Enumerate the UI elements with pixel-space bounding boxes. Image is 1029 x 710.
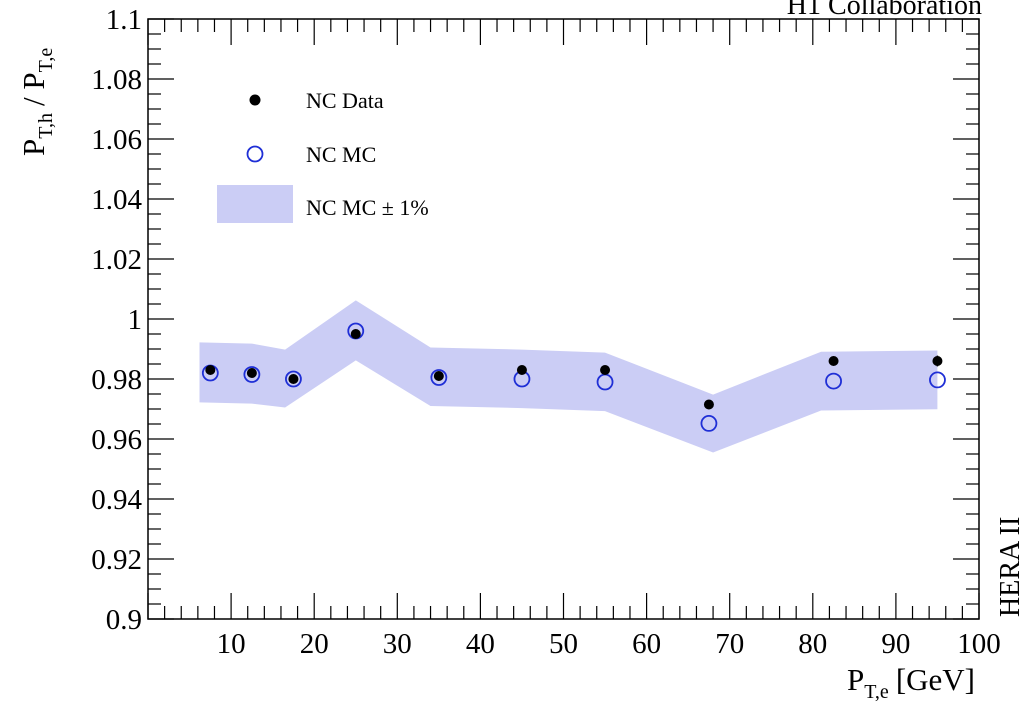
mc-point — [430, 369, 448, 386]
y-tick-label: 0.96 — [91, 424, 142, 456]
tick-layer — [147, 18, 980, 620]
legend-mc-label: NC MC — [306, 142, 376, 167]
x-tick-label: 80 — [798, 628, 827, 660]
y-tick-label: 1.08 — [91, 64, 142, 96]
x-tick-label: 100 — [957, 628, 1001, 660]
collaboration-label: H1 Collaboration — [787, 0, 982, 21]
data-point — [246, 368, 257, 378]
x-axis-title-main: P — [847, 662, 864, 697]
y-tick-label: 1 — [128, 304, 143, 336]
mc-point — [825, 372, 842, 390]
label-layer: 10 20 30 40 50 60 70 80 90 100 0.9 0.92 0.94 0.96 0.98… — [91, 4, 1001, 660]
mc-point — [285, 370, 302, 388]
x-tick-label: 90 — [881, 628, 910, 660]
x-tick-label: 10 — [217, 628, 246, 660]
legend-mc-marker — [246, 145, 264, 163]
legend-band-label: NC MC ± 1% — [306, 195, 429, 220]
data-point — [433, 371, 444, 381]
x-axis-title: PT,e [GeV] — [847, 662, 975, 703]
y-tick-label: 1.06 — [91, 124, 142, 156]
y-tick-label: 0.98 — [91, 364, 142, 396]
y-axis-title-sub1: T,h — [35, 113, 57, 139]
x-axis-title-unit: [GeV] — [896, 662, 975, 697]
y-axis-title: PT,h / PT,e — [16, 48, 57, 156]
y-axis-title-main: P — [16, 139, 51, 156]
legend-data-marker — [249, 94, 261, 106]
data-point — [516, 365, 527, 375]
x-tick-label: 30 — [383, 628, 412, 660]
plot-frame — [147, 18, 980, 620]
mc-point — [243, 366, 261, 383]
y-tick-label: 0.92 — [91, 544, 142, 576]
legend: NC Data NC MC NC MC ± 1% — [217, 88, 429, 223]
y-tick-label: 1.1 — [106, 4, 142, 36]
mc-point — [700, 414, 718, 432]
y-tick-label: 1.04 — [91, 184, 142, 216]
y-tick-label: 1.02 — [91, 244, 142, 276]
data-point — [288, 374, 299, 384]
mc-uncertainty-band — [199, 300, 938, 453]
legend-band-swatch — [217, 185, 293, 223]
data-point — [828, 356, 839, 366]
data-point — [600, 365, 611, 375]
data-point — [703, 399, 714, 410]
y-axis-title-sub2: T,e — [35, 48, 57, 73]
y-tick-label: 0.94 — [91, 484, 142, 516]
band-layer — [199, 300, 938, 453]
data-point — [350, 329, 361, 339]
mc-point — [929, 371, 946, 389]
x-tick-label: 60 — [632, 628, 661, 660]
x-axis-title-sub: T,e — [864, 681, 889, 703]
y-axis-title-slash: / P — [16, 72, 51, 106]
point-layer — [201, 322, 946, 432]
x-tick-label: 50 — [549, 628, 578, 660]
x-tick-label: 40 — [466, 628, 495, 660]
legend-data-label: NC Data — [306, 88, 384, 113]
data-point — [205, 365, 216, 375]
x-tick-label: 20 — [300, 628, 329, 660]
hera-side-label: HERA II — [995, 517, 1026, 617]
x-tick-label: 70 — [715, 628, 744, 660]
data-point — [932, 356, 943, 366]
y-tick-label: 0.9 — [106, 604, 142, 636]
